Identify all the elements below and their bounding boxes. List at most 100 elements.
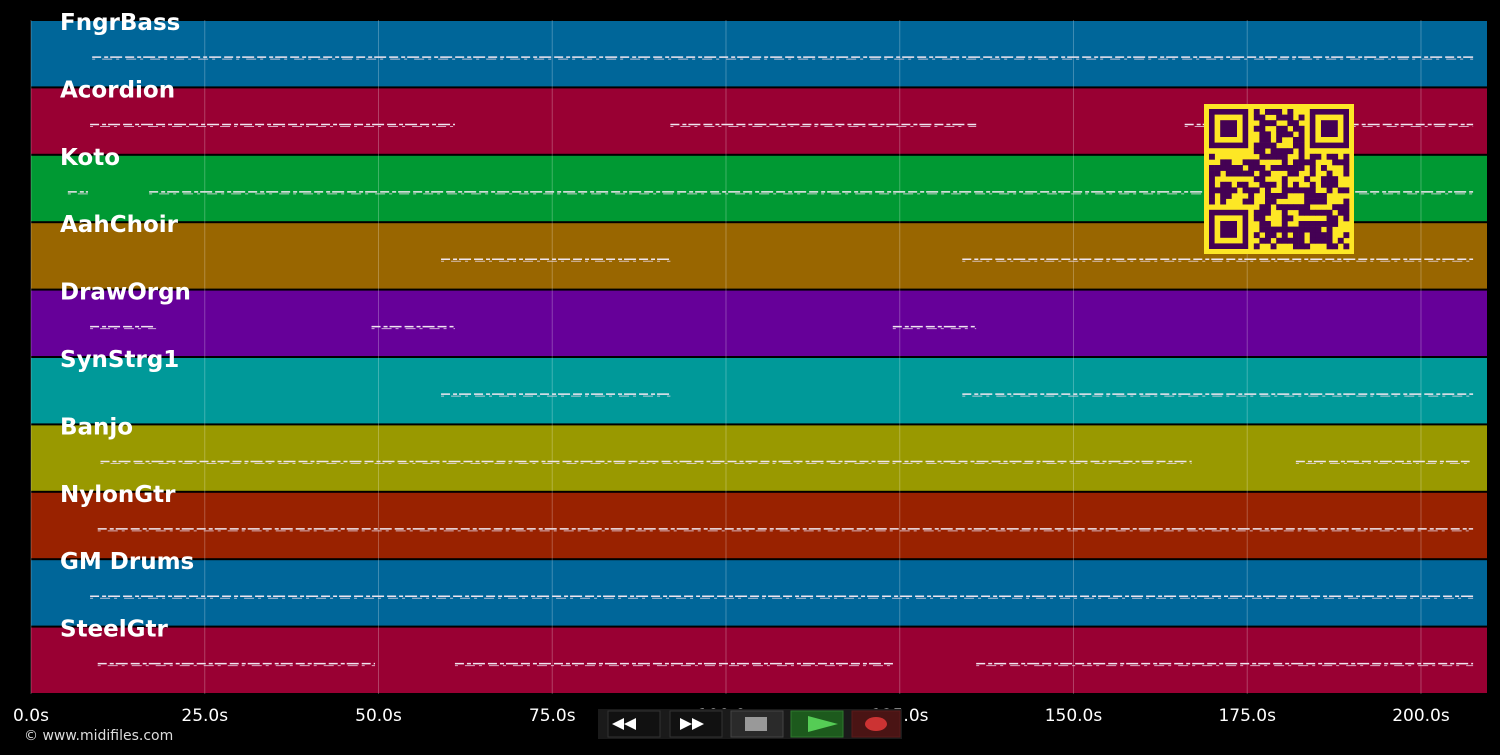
qr-cell bbox=[1237, 181, 1243, 188]
qr-cell bbox=[1214, 170, 1221, 177]
qr-cell bbox=[1209, 170, 1215, 177]
play-button[interactable] bbox=[790, 710, 844, 738]
track-band bbox=[31, 560, 1487, 626]
note-segment bbox=[90, 325, 157, 330]
note-segment bbox=[962, 258, 1474, 262]
qr-cell bbox=[1293, 165, 1299, 171]
qr-cell bbox=[1287, 148, 1294, 155]
qr-cell bbox=[1281, 131, 1288, 138]
qr-cell bbox=[1265, 181, 1271, 188]
qr-cell bbox=[1259, 114, 1266, 121]
qr-cell bbox=[1315, 209, 1322, 216]
qr-cell bbox=[1321, 181, 1327, 188]
qr-cell bbox=[1259, 176, 1266, 183]
track-band bbox=[31, 627, 1487, 693]
stop-button[interactable] bbox=[730, 710, 784, 738]
qr-cell bbox=[1276, 148, 1283, 155]
rewind-icon bbox=[612, 718, 636, 730]
qr-cell bbox=[1309, 187, 1316, 194]
qr-cell bbox=[1281, 153, 1288, 160]
qr-cell bbox=[1287, 114, 1294, 121]
qr-cell bbox=[1298, 237, 1305, 244]
qr-cell bbox=[1209, 176, 1215, 183]
transport-controls bbox=[598, 709, 902, 739]
qr-cell bbox=[1276, 131, 1283, 138]
qr-cell bbox=[1287, 226, 1294, 233]
qr-cell bbox=[1242, 198, 1249, 205]
qr-cell bbox=[1298, 153, 1305, 160]
qr-cell bbox=[1343, 170, 1350, 177]
qr-cell bbox=[1225, 187, 1232, 194]
qr-cell bbox=[1225, 181, 1232, 188]
qr-cell bbox=[1337, 159, 1344, 166]
qr-cell bbox=[1298, 159, 1305, 166]
qr-cell bbox=[1270, 120, 1277, 127]
qr-cell bbox=[1321, 237, 1327, 244]
credit: © www.midifiles.com bbox=[24, 728, 173, 744]
qr-cell bbox=[1253, 148, 1260, 155]
qr-cell bbox=[1276, 165, 1283, 171]
qr-cell bbox=[1321, 232, 1327, 239]
qr-cell bbox=[1225, 193, 1232, 199]
qr-cell bbox=[1298, 165, 1305, 171]
qr-cell bbox=[1270, 165, 1277, 171]
qr-cell bbox=[1309, 159, 1316, 166]
qr-cell bbox=[1293, 243, 1299, 250]
qr-cell bbox=[1281, 176, 1288, 183]
qr-cell bbox=[1209, 181, 1215, 188]
qr-cell bbox=[1276, 125, 1283, 132]
qr-cell bbox=[1309, 165, 1316, 171]
qr-cell bbox=[1265, 153, 1271, 160]
qr-cell bbox=[1276, 204, 1283, 211]
qr-cell bbox=[1321, 221, 1327, 227]
track-name: GM Drums bbox=[60, 549, 194, 575]
qr-cell bbox=[1326, 170, 1333, 177]
qr-cell bbox=[1259, 215, 1266, 222]
qr-cell bbox=[1265, 232, 1271, 239]
qr-cell bbox=[1293, 159, 1299, 166]
qr-cell bbox=[1237, 165, 1243, 171]
qr-cell bbox=[1220, 165, 1227, 171]
track-band bbox=[31, 425, 1487, 491]
qr-cell bbox=[1248, 193, 1255, 199]
note-segment bbox=[670, 123, 977, 127]
qr-cell bbox=[1209, 198, 1215, 205]
qr-cell bbox=[1298, 142, 1305, 149]
qr-cell bbox=[1287, 204, 1294, 211]
qr-cell bbox=[1287, 215, 1294, 222]
qr-cell bbox=[1281, 215, 1288, 222]
qr-cell bbox=[1309, 170, 1316, 177]
track-name: Koto bbox=[60, 145, 120, 171]
note-segment bbox=[90, 595, 1474, 599]
qr-cell bbox=[1214, 165, 1221, 171]
qr-cell bbox=[1326, 237, 1333, 244]
qr-cell bbox=[1248, 170, 1255, 177]
qr-cell bbox=[1209, 187, 1215, 194]
forward-button[interactable] bbox=[669, 710, 723, 738]
qr-cell bbox=[1276, 137, 1283, 143]
x-tick-label: 25.0s bbox=[181, 706, 228, 726]
qr-cell bbox=[1220, 193, 1227, 199]
qr-cell bbox=[1248, 198, 1255, 205]
rewind-button[interactable] bbox=[607, 710, 661, 738]
qr-cell bbox=[1332, 215, 1339, 222]
qr-cell bbox=[1265, 193, 1271, 199]
qr-cell bbox=[1321, 209, 1327, 216]
qr-cell bbox=[1281, 232, 1288, 239]
qr-cell bbox=[1248, 159, 1255, 166]
qr-cell bbox=[1209, 193, 1215, 199]
qr-cell bbox=[1298, 148, 1305, 155]
qr-cell bbox=[1281, 193, 1288, 199]
qr-cell bbox=[1298, 232, 1305, 239]
qr-cell bbox=[1343, 187, 1350, 194]
qr-cell bbox=[1304, 204, 1311, 211]
qr-cell bbox=[1281, 204, 1288, 211]
qr-cell bbox=[1281, 165, 1288, 171]
qr-cell bbox=[1326, 209, 1333, 216]
record-button[interactable] bbox=[851, 710, 901, 738]
track-band bbox=[31, 358, 1487, 424]
qr-cell bbox=[1276, 114, 1283, 121]
qr-cell bbox=[1298, 187, 1305, 194]
qr-cell bbox=[1326, 215, 1333, 222]
qr-cell bbox=[1304, 187, 1311, 194]
